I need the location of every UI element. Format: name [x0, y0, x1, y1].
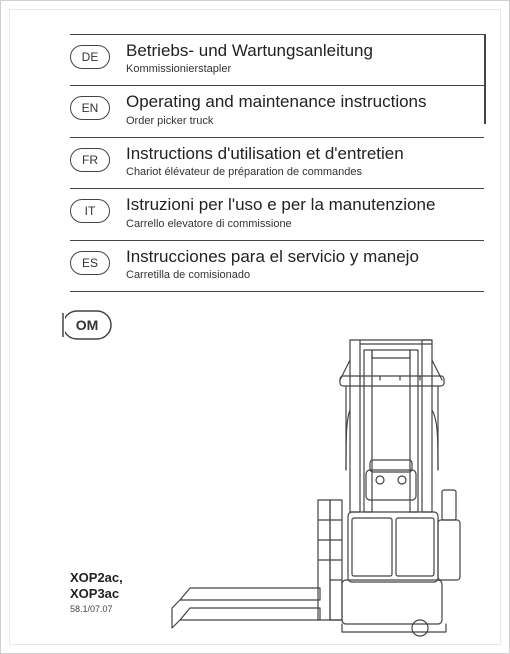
lang-subtitle-es: Carretilla de comisionado — [126, 269, 484, 281]
lang-row-es: ES Instrucciones para el servicio y mane… — [70, 240, 484, 292]
lang-subtitle-it: Carrello elevatore di commissione — [126, 218, 484, 230]
lang-title-en: Operating and maintenance instructions — [126, 92, 484, 112]
model-block: XOP2ac, XOP3ac 58.1/07.07 — [70, 570, 123, 615]
language-title-list: DE Betriebs- und Wartungsanleitung Kommi… — [70, 34, 484, 292]
lang-subtitle-fr: Chariot élévateur de préparation de comm… — [126, 166, 484, 178]
lang-row-it: IT Istruzioni per l'uso e per la manuten… — [70, 188, 484, 239]
lang-pill-fr: FR — [70, 148, 110, 172]
lang-title-it: Istruzioni per l'uso e per la manutenzio… — [126, 195, 484, 215]
lang-subtitle-de: Kommissionierstapler — [126, 63, 484, 75]
model-line-1: XOP2ac, — [70, 570, 123, 586]
order-picker-truck-illustration-icon — [170, 320, 470, 640]
document-reference: 58.1/07.07 — [70, 604, 123, 614]
side-rule — [484, 34, 486, 124]
manual-cover-page: DE Betriebs- und Wartungsanleitung Kommi… — [9, 9, 501, 645]
lang-row-fr: FR Instructions d'utilisation et d'entre… — [70, 137, 484, 188]
lang-title-de: Betriebs- und Wartungsanleitung — [126, 41, 484, 61]
lang-pill-es: ES — [70, 251, 110, 275]
lang-title-es: Instrucciones para el servicio y manejo — [126, 247, 484, 267]
model-line-2: XOP3ac — [70, 586, 123, 602]
lang-subtitle-en: Order picker truck — [126, 115, 484, 127]
om-brand-label: OM — [76, 317, 99, 333]
lang-pill-en: EN — [70, 96, 110, 120]
lang-pill-de: DE — [70, 45, 110, 69]
om-brand-logo-icon: OM — [60, 308, 114, 342]
lang-pill-it: IT — [70, 199, 110, 223]
lang-row-en: EN Operating and maintenance instruction… — [70, 85, 484, 136]
lang-row-de: DE Betriebs- und Wartungsanleitung Kommi… — [70, 34, 484, 85]
lang-title-fr: Instructions d'utilisation et d'entretie… — [126, 144, 484, 164]
